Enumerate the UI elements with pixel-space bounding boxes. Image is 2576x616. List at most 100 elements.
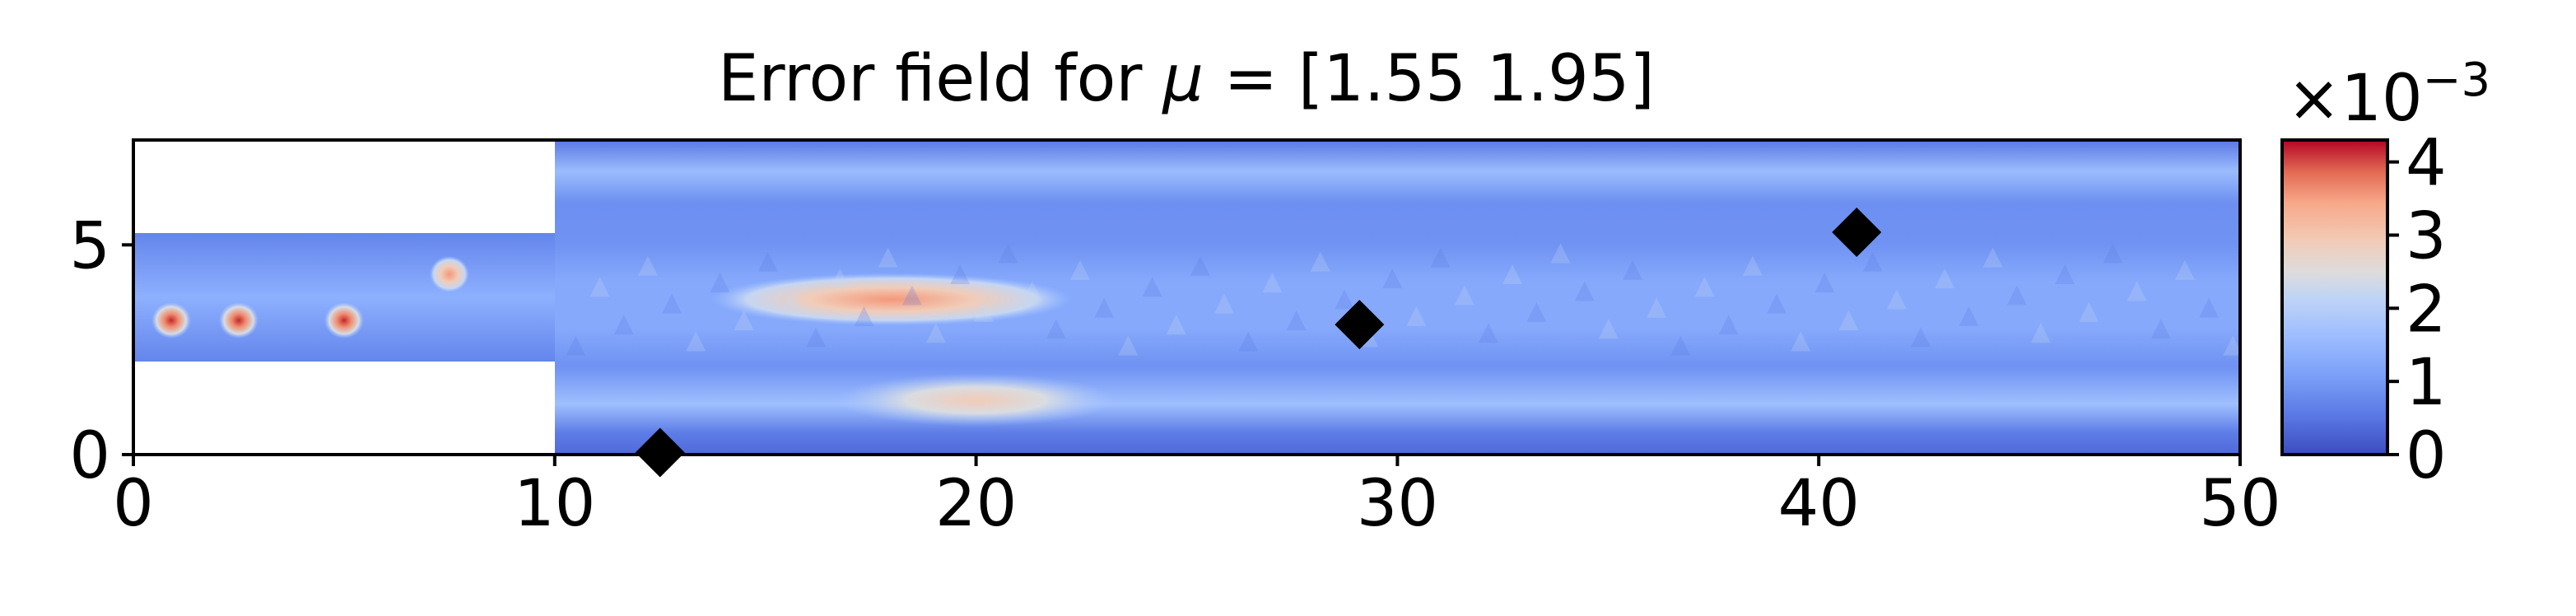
mesh-texture <box>757 251 778 272</box>
mesh-texture <box>1767 293 1787 314</box>
mesh-texture <box>1286 310 1307 331</box>
mesh-texture <box>1478 323 1498 343</box>
mesh-texture <box>1406 306 1427 326</box>
mesh-texture <box>1334 289 1354 310</box>
mesh-texture <box>1622 259 1642 280</box>
mesh-texture <box>1550 243 1571 264</box>
mesh-texture <box>1718 315 1739 335</box>
mesh-texture <box>2199 297 2220 318</box>
colorbar-tick-label: 2 <box>2406 273 2447 347</box>
mesh-texture <box>998 243 1018 264</box>
mesh-texture <box>1598 319 1619 339</box>
colorbar-tick-label: 0 <box>2406 419 2447 493</box>
error-hotspot <box>324 302 364 339</box>
mesh-texture <box>1911 327 1931 348</box>
mesh-texture <box>901 285 922 306</box>
mesh-texture <box>1526 301 1547 322</box>
mesh-texture <box>2174 259 2195 280</box>
mesh-texture <box>974 301 995 322</box>
chart-title: Error field for μ = [1.55 1.95] <box>718 42 1655 116</box>
error-field <box>133 140 2240 455</box>
mesh-texture <box>1454 285 1474 306</box>
mesh-texture <box>1382 268 1403 289</box>
mesh-texture <box>1886 289 1907 310</box>
mesh-texture <box>2055 264 2075 284</box>
mesh-texture <box>1046 319 1066 339</box>
mesh-texture <box>2079 301 2099 322</box>
mesh-texture <box>2150 319 2171 339</box>
mesh-texture <box>1935 268 1955 289</box>
mesh-texture <box>1502 264 1523 284</box>
mesh-texture <box>589 277 610 297</box>
colorbar-tick-label: 3 <box>2406 199 2447 273</box>
mesh-texture <box>1094 297 1115 318</box>
mesh-texture <box>1742 255 1763 276</box>
colorbar <box>2280 138 2389 456</box>
mesh-texture <box>2030 323 2051 343</box>
error-hotspot <box>836 373 1116 427</box>
mesh-texture <box>613 315 634 335</box>
mesh-texture <box>566 335 586 356</box>
mesh-texture <box>2006 285 2027 306</box>
mesh-texture <box>1959 306 1979 326</box>
colorbar-tick-label: 1 <box>2406 346 2447 420</box>
mesh-texture <box>1791 331 1811 352</box>
mesh-texture <box>2223 335 2240 356</box>
mesh-texture <box>734 310 754 331</box>
mesh-texture <box>710 273 730 293</box>
error-hotspot <box>151 302 192 339</box>
mesh-texture <box>637 255 658 276</box>
mesh-texture <box>662 293 682 314</box>
mesh-texture <box>878 247 898 268</box>
x-tick-label: 50 <box>2199 467 2280 541</box>
x-tick-label: 10 <box>514 467 595 541</box>
mesh-texture <box>830 268 850 289</box>
sensor-marker <box>1832 208 1882 258</box>
mesh-texture <box>2103 243 2123 264</box>
y-axis: 05 <box>69 209 133 493</box>
mesh-texture <box>1647 297 1667 318</box>
x-tick-label: 30 <box>1357 467 1438 541</box>
plot-frame <box>132 138 2242 456</box>
mesh-texture <box>1814 273 1835 293</box>
mesh-texture <box>1262 273 1283 293</box>
mesh-texture <box>1118 335 1139 356</box>
mesh-texture <box>1670 335 1691 356</box>
mesh-texture <box>1694 277 1715 297</box>
mesh-texture <box>1982 247 2003 268</box>
colorbar-tick-label: 4 <box>2406 127 2447 201</box>
mesh-texture <box>781 289 802 310</box>
error-hotspot <box>429 255 469 292</box>
mesh-texture <box>1190 255 1210 276</box>
error-hotspot <box>218 302 259 339</box>
mesh-texture <box>806 327 827 348</box>
mesh-texture <box>686 331 706 352</box>
mesh-texture <box>1142 277 1162 297</box>
sensor-marker <box>635 427 685 478</box>
mesh-texture <box>1838 310 1859 331</box>
inlet-channel <box>133 233 555 362</box>
mesh-texture <box>1214 293 1235 314</box>
x-axis: 0 10 20 30 40 50 <box>113 455 2281 541</box>
mesh-texture <box>1862 251 1883 272</box>
mesh-texture <box>854 306 874 326</box>
mesh-texture <box>1574 281 1595 301</box>
mesh-texture <box>1238 331 1259 352</box>
mesh-texture <box>1310 251 1330 272</box>
colorbar-multiplier: ×10−3 <box>2287 54 2490 136</box>
mesh-texture <box>1022 281 1042 301</box>
error-hotspot <box>710 273 1074 326</box>
x-tick-label: 0 <box>113 467 154 541</box>
sensor-marker <box>1335 300 1385 350</box>
x-tick-label: 20 <box>935 467 1017 541</box>
mesh-texture <box>925 323 946 343</box>
x-tick-label: 40 <box>1778 467 1860 541</box>
y-tick-label: 0 <box>69 419 110 493</box>
y-tick-label: 5 <box>69 209 110 283</box>
mesh-texture <box>950 264 971 284</box>
mesh-texture <box>1070 259 1091 280</box>
mesh-texture <box>1430 247 1451 268</box>
mesh-texture <box>2126 281 2147 301</box>
